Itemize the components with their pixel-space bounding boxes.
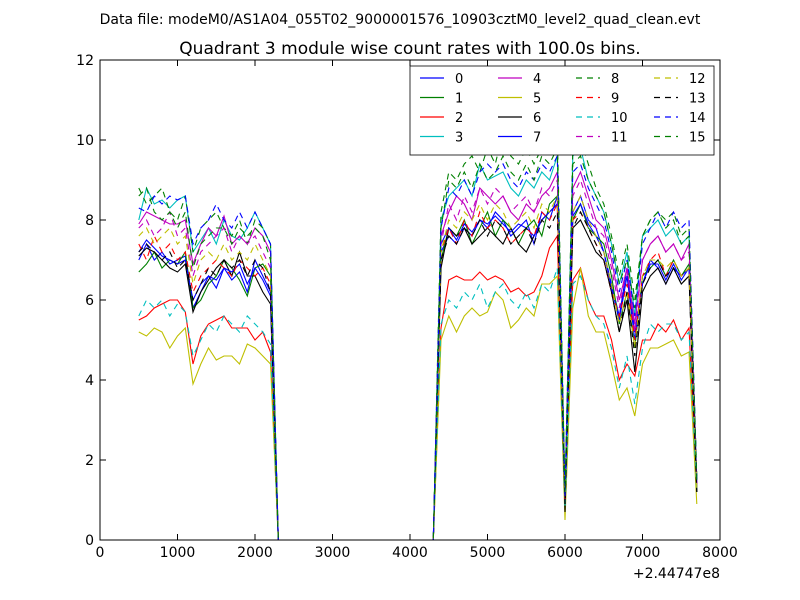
legend-label-6: 6: [533, 111, 541, 126]
series-line-9: [138, 203, 698, 541]
series-line-3: [138, 146, 698, 541]
axis-ticks: 0 1000 2000 3000 4000 5000 6000 7000 80000246810…: [76, 53, 738, 561]
series-line-7: [138, 202, 698, 541]
legend-label-10: 10: [611, 111, 628, 126]
legend-label-2: 2: [455, 111, 463, 126]
legend-label-4: 4: [533, 72, 541, 87]
series-line-15: [138, 147, 698, 541]
legend-label-8: 8: [611, 72, 619, 87]
series-line-10: [138, 267, 698, 541]
legend-label-15: 15: [689, 131, 706, 146]
x-tick-label: 8000: [702, 545, 738, 561]
legend-label-3: 3: [455, 131, 463, 146]
legend-label-1: 1: [455, 92, 463, 107]
plot-lines: [138, 129, 698, 541]
y-tick-label: 0: [85, 533, 94, 549]
y-tick-label: 12: [76, 53, 94, 69]
series-line-13: [138, 210, 698, 541]
y-tick-label: 10: [76, 133, 94, 149]
legend-label-5: 5: [533, 92, 541, 107]
series-line-6: [138, 202, 698, 541]
series-line-5: [138, 267, 698, 541]
legend-label-0: 0: [455, 72, 463, 87]
y-tick-label: 8: [85, 213, 94, 229]
chart-title: Quadrant 3 module wise count rates with …: [179, 39, 640, 59]
x-offset-label: +2.44747e8: [633, 566, 720, 582]
series-line-8: [138, 129, 698, 541]
legend-label-14: 14: [689, 111, 706, 126]
legend-label-13: 13: [689, 92, 706, 107]
series-line-2: [138, 234, 698, 541]
series-line-11: [138, 178, 698, 541]
y-tick-label: 4: [85, 373, 94, 389]
y-tick-label: 6: [85, 293, 94, 309]
x-tick-label: 4000: [392, 545, 428, 561]
figure-suptitle: Data file: modeM0/AS1A04_055T02_90000015…: [100, 12, 701, 28]
series-line-12: [138, 194, 698, 541]
legend-label-9: 9: [611, 92, 619, 107]
x-tick-label: 0: [96, 545, 105, 561]
legend-box: [409, 65, 715, 156]
legend-label-7: 7: [533, 131, 541, 146]
x-tick-label: 1000: [160, 545, 196, 561]
x-tick-label: 3000: [315, 545, 351, 561]
x-tick-label: 7000: [625, 545, 661, 561]
series-line-14: [138, 155, 698, 541]
x-tick-label: 2000: [237, 545, 273, 561]
legend-label-12: 12: [689, 72, 706, 87]
legend-label-11: 11: [611, 131, 628, 146]
x-tick-label: 5000: [470, 545, 506, 561]
x-tick-label: 6000: [547, 545, 583, 561]
y-tick-label: 2: [85, 453, 94, 469]
series-line-4: [138, 170, 698, 541]
